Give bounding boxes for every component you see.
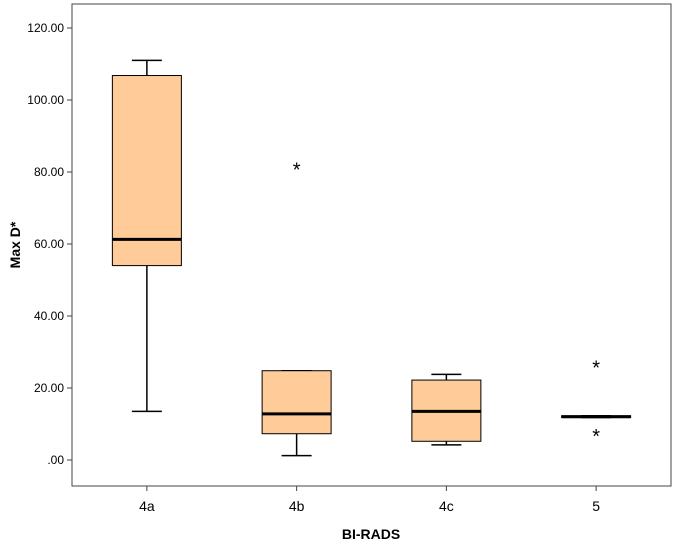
y-tick-label: 60.00: [34, 237, 64, 251]
outlier-marker: *: [592, 426, 600, 448]
iqr-box: [261, 370, 332, 435]
x-tick-label: 4c: [439, 498, 454, 514]
boxes-layer: ***: [111, 59, 632, 457]
box-4b: *: [261, 159, 332, 457]
x-tick-label: 5: [592, 498, 600, 514]
x-axis-title: BI-RADS: [342, 526, 400, 542]
outlier-marker: *: [592, 358, 600, 380]
iqr-box: [111, 75, 182, 267]
y-axis: .00 20.00 40.00 60.00 80.00 100.00 120.00: [27, 21, 72, 467]
x-tick-label: 4a: [139, 498, 155, 514]
y-tick-label: 20.00: [34, 381, 64, 395]
y-tick-label: .00: [47, 453, 64, 467]
y-tick-label: 100.00: [27, 93, 64, 107]
box-5: **: [561, 358, 632, 448]
y-tick-label: 40.00: [34, 309, 64, 323]
x-tick-label: 4b: [289, 498, 305, 514]
y-axis-title: Max D*: [7, 221, 23, 268]
y-tick-label: 80.00: [34, 165, 64, 179]
x-axis: 4a 4b 4c 5: [139, 486, 600, 514]
box-4c: [411, 373, 482, 446]
box-4a: [111, 59, 182, 413]
y-tick-label: 120.00: [27, 21, 64, 35]
outlier-marker: *: [293, 159, 301, 181]
